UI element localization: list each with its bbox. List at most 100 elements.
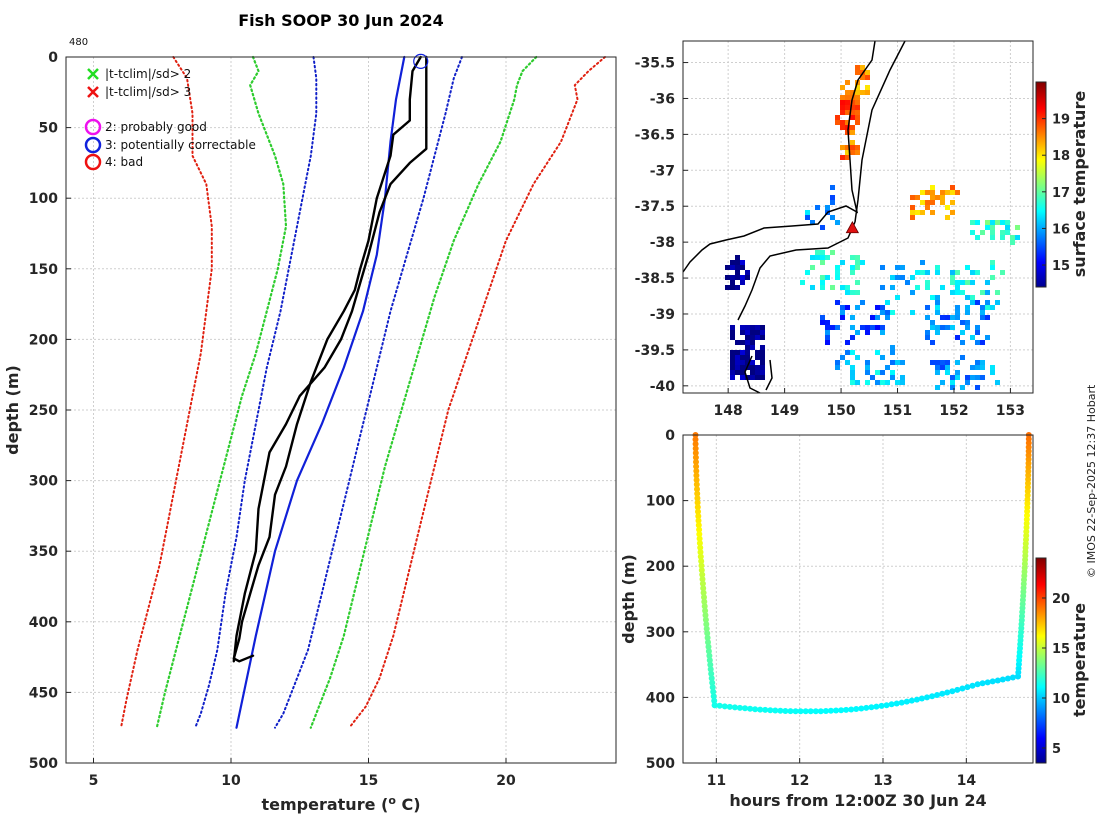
coastline-islands: [744, 355, 773, 393]
dt-data-point: [706, 657, 713, 664]
sst-pixel: [865, 380, 870, 385]
sst-pixel: [930, 295, 935, 300]
sst-pixel: [970, 295, 975, 300]
dt-data-point: [772, 707, 779, 714]
sst-pixel: [930, 200, 935, 205]
map-ticks: 148 149 150 151 152 153 -35.5 -36 -36.5 -37 -37.5 -…: [635, 56, 1025, 419]
sst-pixel: [960, 355, 965, 360]
dt-data-point: [792, 708, 799, 715]
dt-colorbar-tick-label: 5: [1052, 742, 1061, 757]
legend-marker-circle: [84, 136, 102, 154]
dt-data-point: [833, 707, 839, 714]
sst-pixel: [955, 360, 960, 365]
profile-ytick-label: 450: [29, 685, 58, 701]
sst-pixel: [975, 385, 980, 390]
sst-pixel: [840, 145, 845, 150]
map-ytick-label: -39.5: [635, 343, 675, 359]
dt-data-point: [702, 616, 709, 623]
sst-pixel: [840, 100, 845, 105]
profile-xtick-label: 20: [496, 773, 516, 789]
sst-pixel: [740, 355, 745, 360]
sst-pixel: [850, 375, 855, 380]
sst-pixel: [745, 355, 750, 360]
sst-pixel: [1015, 225, 1020, 230]
sst-pixel: [990, 230, 995, 235]
sst-pixel: [895, 265, 900, 270]
sst-pixel: [850, 125, 855, 130]
sst-pixel: [820, 260, 825, 265]
sst-pixel: [740, 370, 745, 375]
sst-pixel: [815, 205, 820, 210]
sst-pixel: [950, 275, 955, 280]
dt-data-point: [711, 697, 718, 704]
coastline-mainland: [683, 41, 876, 273]
sst-pixel: [745, 350, 750, 355]
sst-pixel: [955, 315, 960, 320]
profile-series: [120, 53, 606, 729]
sst-pixel: [845, 350, 850, 355]
depth-time-colorbar-label: temperature: [1070, 603, 1089, 717]
sst-pixel: [880, 265, 885, 270]
sst-pixel: [955, 370, 960, 375]
dt-data-point: [716, 702, 723, 709]
sst-pixel: [855, 280, 860, 285]
sst-pixel: [930, 325, 935, 330]
map-ytick-label: -37.5: [635, 199, 675, 215]
sst-pixel: [755, 355, 760, 360]
sst-pixel: [940, 315, 945, 320]
sst-pixel: [865, 85, 870, 90]
sst-pixel: [945, 325, 950, 330]
sst-pixel: [990, 220, 995, 225]
credit-text: © IMOS 22-Sep-2025 12:37 Hobart: [1085, 384, 1098, 578]
sst-pixel: [870, 375, 875, 380]
map-ytick-label: -36.5: [635, 127, 675, 143]
sst-pixel: [945, 215, 950, 220]
sst-pixel: [820, 315, 825, 320]
sst-pixel: [890, 310, 895, 315]
sst-pixel: [830, 215, 835, 220]
dt-data-point: [695, 513, 702, 520]
sst-pixel: [880, 305, 885, 310]
dt-data-point: [698, 562, 705, 569]
dt-data-point: [747, 705, 754, 712]
sst-pixel: [860, 75, 865, 80]
profile-legend: |t-tclim|/sd> 2 |t-tclim|/sd> 3 2: probabl…: [84, 67, 256, 171]
dt-data-point: [709, 679, 716, 686]
profile-grid: [66, 56, 616, 764]
sst-pixel: [925, 205, 930, 210]
sst-pixel: [850, 150, 855, 155]
map-ytick-label: -39: [650, 307, 675, 323]
sst-pixel: [910, 275, 915, 280]
dt-data-point: [838, 707, 845, 714]
dt-data-point: [692, 441, 699, 447]
sst-pixel: [755, 370, 760, 375]
sst-pixel: [935, 365, 940, 370]
map-colorbar-bar: [1035, 81, 1047, 288]
coastline-shelf-edge: [854, 41, 906, 223]
dt-data-point: [731, 704, 738, 711]
dt-ytick-label: 400: [646, 690, 675, 706]
sst-pixel: [970, 365, 975, 370]
sst-pixel: [980, 375, 985, 380]
sst-pixel: [935, 325, 940, 330]
sst-pixel: [935, 295, 940, 300]
sst-pixel: [850, 315, 855, 320]
sst-pixel: [900, 360, 905, 365]
depth-time-colorbar-ticks: 5 10 15 20: [1042, 592, 1070, 757]
sst-pixel: [730, 260, 735, 265]
dt-data-point: [802, 708, 809, 715]
dt-data-point: [974, 681, 981, 688]
sst-pixel: [950, 375, 955, 380]
dt-data-point: [700, 589, 707, 596]
sst-pixel: [820, 320, 825, 325]
sst-pixel: [950, 385, 955, 390]
sst-pixel: [885, 365, 890, 370]
dt-data-point: [701, 594, 707, 601]
sst-pixel: [995, 290, 1000, 295]
dt-data-point: [696, 540, 703, 547]
depth-time-ticks: 11 12 13 14 0 100 200 300 400 500: [646, 428, 977, 789]
sst-pixel: [940, 200, 945, 205]
dt-data-point: [703, 621, 710, 628]
figure-title: Fish SOOP 30 Jun 2024: [238, 11, 444, 30]
dt-data-point: [863, 704, 870, 711]
